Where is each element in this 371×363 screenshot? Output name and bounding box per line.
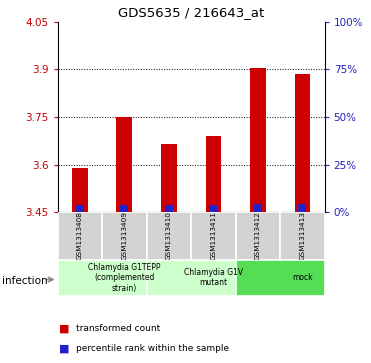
Text: Chlamydia G1V
mutant: Chlamydia G1V mutant <box>184 268 243 287</box>
Text: mock: mock <box>292 273 313 282</box>
Title: GDS5635 / 216643_at: GDS5635 / 216643_at <box>118 6 264 19</box>
Bar <box>58 260 147 296</box>
Bar <box>147 212 191 260</box>
Text: GSM1313411: GSM1313411 <box>210 212 216 260</box>
Text: ■: ■ <box>59 343 70 354</box>
Bar <box>76 205 84 212</box>
Bar <box>254 204 262 212</box>
Bar <box>280 212 325 260</box>
Text: GSM1313412: GSM1313412 <box>255 212 261 260</box>
Text: GSM1313408: GSM1313408 <box>77 212 83 260</box>
Bar <box>120 205 128 212</box>
Bar <box>161 144 177 212</box>
Text: GSM1313410: GSM1313410 <box>166 212 172 260</box>
Bar <box>236 260 325 296</box>
Text: ■: ■ <box>59 323 70 334</box>
Text: percentile rank within the sample: percentile rank within the sample <box>76 344 229 353</box>
Bar <box>250 68 266 212</box>
Bar <box>206 136 221 212</box>
Text: Chlamydia G1TEPP
(complemented
strain): Chlamydia G1TEPP (complemented strain) <box>88 263 161 293</box>
Bar <box>295 74 310 212</box>
Text: GSM1313409: GSM1313409 <box>121 212 127 260</box>
Bar <box>209 205 217 212</box>
Text: transformed count: transformed count <box>76 324 160 333</box>
Bar <box>298 204 306 212</box>
Text: infection: infection <box>2 276 47 286</box>
Bar <box>58 212 102 260</box>
Bar <box>102 212 147 260</box>
Bar <box>147 260 236 296</box>
Bar <box>191 212 236 260</box>
Bar <box>72 168 88 212</box>
Bar <box>236 212 280 260</box>
Bar <box>116 117 132 212</box>
Bar <box>165 205 173 212</box>
Text: GSM1313413: GSM1313413 <box>299 212 305 260</box>
